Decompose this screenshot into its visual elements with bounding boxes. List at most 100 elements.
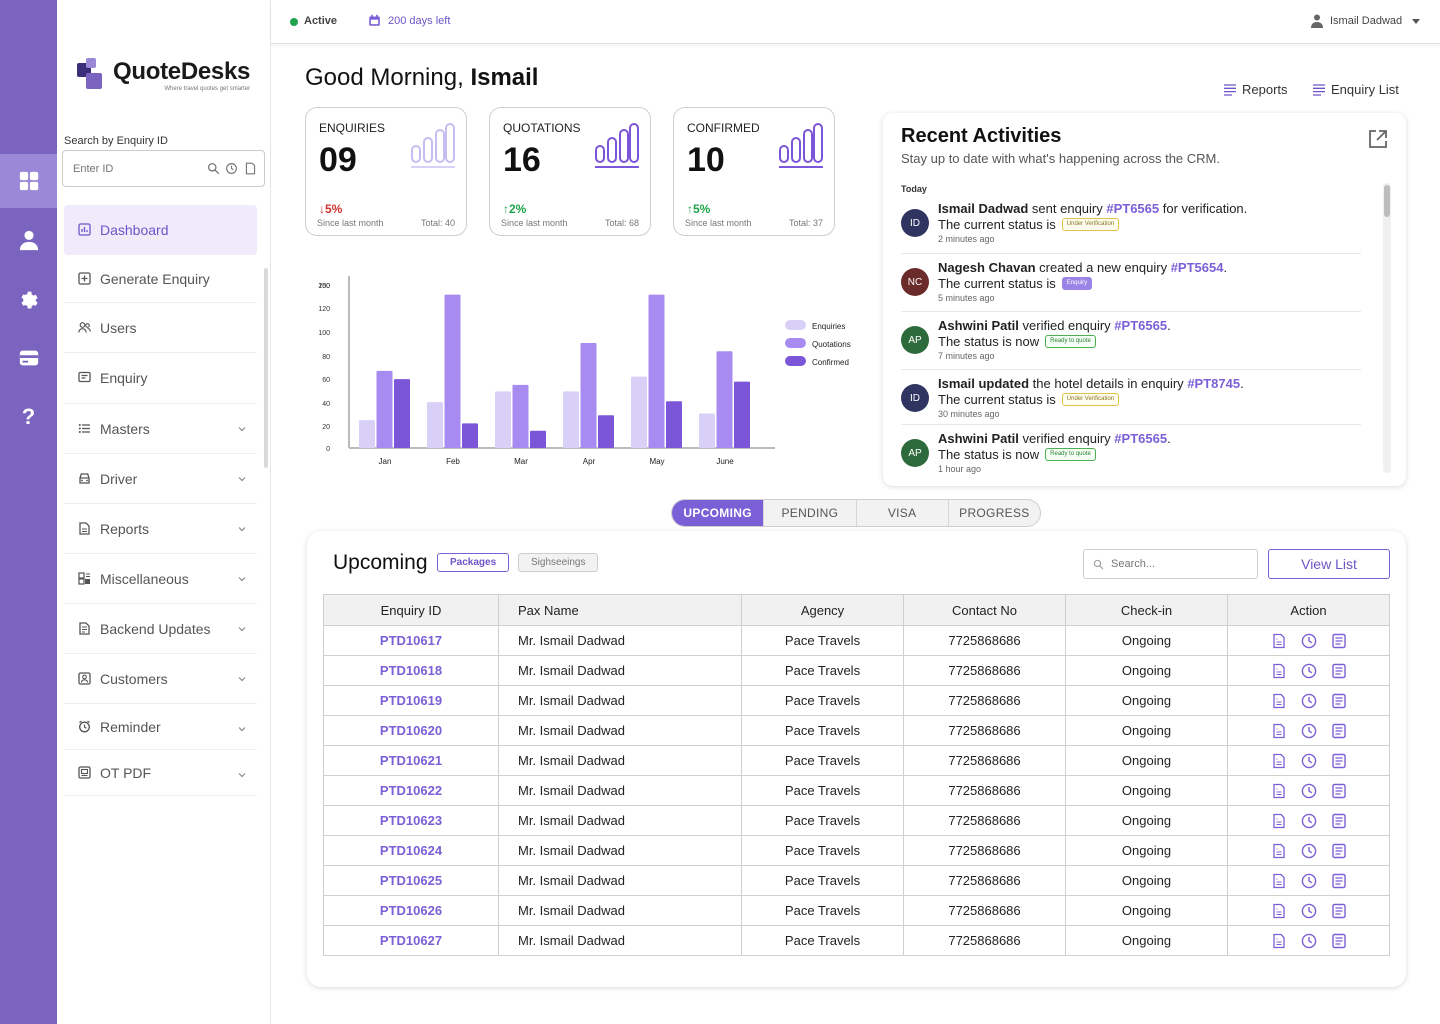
table-row[interactable]: PTD10625 Mr. Ismail Dadwad Pace Travels 772… xyxy=(323,865,1390,896)
activity-item[interactable]: NC Nagesh Chavan created a new enquiry #P… xyxy=(901,260,1361,312)
tab-upcoming[interactable]: UPCOMING xyxy=(672,500,765,526)
enquiry-ref-link[interactable]: #PT5654 xyxy=(1170,260,1224,275)
table-row[interactable]: PTD10626 Mr. Ismail Dadwad Pace Travels 772… xyxy=(323,895,1390,926)
rail-help-icon[interactable]: ? xyxy=(21,404,36,429)
rail-settings-icon[interactable] xyxy=(0,272,57,326)
nav-item-miscellaneous[interactable]: Miscellaneous xyxy=(64,554,257,604)
nav-item-backend-updates[interactable]: Backend Updates xyxy=(64,604,257,654)
stat-card-enquiries[interactable]: ENQUIRIES 09 ↓5% Since last month Total: 40 xyxy=(305,107,467,236)
notes-icon[interactable] xyxy=(1331,873,1347,889)
col-contact-no[interactable]: Contact No xyxy=(903,594,1066,626)
clock-icon[interactable] xyxy=(1301,723,1317,739)
cell-enquiry-id[interactable]: PTD10621 xyxy=(323,745,499,776)
table-row[interactable]: PTD10620 Mr. Ismail Dadwad Pace Travels 772… xyxy=(323,715,1390,746)
chevron-down-icon[interactable] xyxy=(237,674,247,684)
notes-icon[interactable] xyxy=(1331,753,1347,769)
quote-doc-icon[interactable] xyxy=(1271,903,1287,919)
nav-item-users[interactable]: Users xyxy=(64,303,257,353)
quote-doc-icon[interactable] xyxy=(1271,783,1287,799)
table-row[interactable]: PTD10627 Mr. Ismail Dadwad Pace Travels 772… xyxy=(323,925,1390,956)
table-row[interactable]: PTD10622 Mr. Ismail Dadwad Pace Travels 772… xyxy=(323,775,1390,806)
chevron-down-icon[interactable] xyxy=(237,424,247,434)
cell-enquiry-id[interactable]: PTD10620 xyxy=(323,715,499,746)
clock-icon[interactable] xyxy=(1301,633,1317,649)
clock-icon[interactable] xyxy=(1301,753,1317,769)
quote-doc-icon[interactable] xyxy=(1271,723,1287,739)
enquiry-list-link[interactable]: Enquiry List xyxy=(1313,82,1399,97)
reports-link[interactable]: Reports xyxy=(1224,82,1288,97)
clock-icon[interactable] xyxy=(1301,783,1317,799)
table-row[interactable]: PTD10623 Mr. Ismail Dadwad Pace Travels 772… xyxy=(323,805,1390,836)
user-avatar-icon[interactable] xyxy=(1311,14,1323,28)
clock-icon[interactable] xyxy=(1301,813,1317,829)
cell-enquiry-id[interactable]: PTD10625 xyxy=(323,865,499,896)
col-agency[interactable]: Agency xyxy=(741,594,904,626)
notes-icon[interactable] xyxy=(1331,663,1347,679)
clock-icon[interactable] xyxy=(1301,663,1317,679)
cell-enquiry-id[interactable]: PTD10626 xyxy=(323,895,499,926)
cell-enquiry-id[interactable]: PTD10624 xyxy=(323,835,499,866)
nav-item-reminder[interactable]: Reminder xyxy=(64,704,257,750)
chevron-down-icon[interactable] xyxy=(1412,19,1420,25)
stat-card-quotations[interactable]: QUOTATIONS 16 ↑2% Since last month Total: 68 xyxy=(489,107,651,236)
document-icon[interactable] xyxy=(244,162,257,175)
col-pax-name[interactable]: Pax Name xyxy=(498,594,742,626)
brand-logo[interactable]: QuoteDesks Where travel quotes get smart… xyxy=(77,58,250,92)
cell-enquiry-id[interactable]: PTD10619 xyxy=(323,685,499,716)
table-search-input[interactable] xyxy=(1111,550,1251,578)
quote-doc-icon[interactable] xyxy=(1271,753,1287,769)
notes-icon[interactable] xyxy=(1331,783,1347,799)
user-menu[interactable]: Ismail Dadwad xyxy=(1330,15,1403,27)
table-row[interactable]: PTD10619 Mr. Ismail Dadwad Pace Travels 772… xyxy=(323,685,1390,716)
rail-dashboard-icon[interactable] xyxy=(0,154,57,208)
search-icon[interactable] xyxy=(207,162,220,175)
col-enquiry-id[interactable]: Enquiry ID xyxy=(323,594,499,626)
col-check-in[interactable]: Check-in xyxy=(1065,594,1228,626)
nav-item-reports[interactable]: Reports xyxy=(64,504,257,554)
cell-enquiry-id[interactable]: PTD10617 xyxy=(323,625,499,656)
nav-item-masters[interactable]: Masters xyxy=(64,404,257,454)
tab-progress[interactable]: PROGRESS xyxy=(959,506,1030,520)
cell-enquiry-id[interactable]: PTD10627 xyxy=(323,925,499,956)
stat-card-confirmed[interactable]: CONFIRMED 10 ↑5% Since last month Total: 37 xyxy=(673,107,835,236)
tab-visa[interactable]: VISA xyxy=(857,500,949,526)
nav-item-generate-enquiry[interactable]: Generate Enquiry xyxy=(64,255,257,303)
chevron-down-icon[interactable] xyxy=(237,574,247,584)
nav-item-enquiry[interactable]: Enquiry xyxy=(64,353,257,404)
view-list-button[interactable]: View List xyxy=(1268,549,1390,579)
chip-sightseeings[interactable]: Sighseeings xyxy=(518,553,599,572)
cell-enquiry-id[interactable]: PTD10618 xyxy=(323,655,499,686)
activity-item[interactable]: ID Ismail Dadwad sent enquiry #PT6565 for… xyxy=(901,201,1361,254)
enquiry-ref-link[interactable]: #PT6565 xyxy=(1114,431,1168,446)
table-row[interactable]: PTD10624 Mr. Ismail Dadwad Pace Travels 772… xyxy=(323,835,1390,866)
chevron-down-icon[interactable] xyxy=(237,770,247,780)
nav-item-dashboard[interactable]: Dashboard xyxy=(64,205,257,255)
open-external-icon[interactable] xyxy=(1368,129,1388,149)
clock-icon[interactable] xyxy=(1301,873,1317,889)
clock-icon[interactable] xyxy=(1301,843,1317,859)
chevron-down-icon[interactable] xyxy=(237,474,247,484)
notes-icon[interactable] xyxy=(1331,933,1347,949)
chevron-down-icon[interactable] xyxy=(237,624,247,634)
enquiry-ref-link[interactable]: #PT6565 xyxy=(1114,318,1168,333)
clock-icon[interactable] xyxy=(1301,903,1317,919)
activity-item[interactable]: AP Ashwini Patil verified enquiry #PT6565… xyxy=(901,318,1361,370)
nav-item-ot-pdf[interactable]: OT PDF xyxy=(64,750,257,796)
table-row[interactable]: PTD10617 Mr. Ismail Dadwad Pace Travels 772… xyxy=(323,625,1390,656)
table-row[interactable]: PTD10621 Mr. Ismail Dadwad Pace Travels 772… xyxy=(323,745,1390,776)
table-row[interactable]: PTD10618 Mr. Ismail Dadwad Pace Travels 772… xyxy=(323,655,1390,686)
nav-item-driver[interactable]: Driver xyxy=(64,454,257,504)
notes-icon[interactable] xyxy=(1331,843,1347,859)
quote-doc-icon[interactable] xyxy=(1271,873,1287,889)
notes-icon[interactable] xyxy=(1331,723,1347,739)
clock-icon[interactable] xyxy=(1301,693,1317,709)
nav-item-customers[interactable]: Customers xyxy=(64,654,257,704)
notes-icon[interactable] xyxy=(1331,693,1347,709)
notes-icon[interactable] xyxy=(1331,813,1347,829)
enquiry-ref-link[interactable]: #PT6565 xyxy=(1106,201,1160,216)
quote-doc-icon[interactable] xyxy=(1271,633,1287,649)
enquiry-ref-link[interactable]: #PT8745 xyxy=(1187,376,1241,391)
notes-icon[interactable] xyxy=(1331,633,1347,649)
rail-user-icon[interactable] xyxy=(0,213,57,267)
quote-doc-icon[interactable] xyxy=(1271,663,1287,679)
